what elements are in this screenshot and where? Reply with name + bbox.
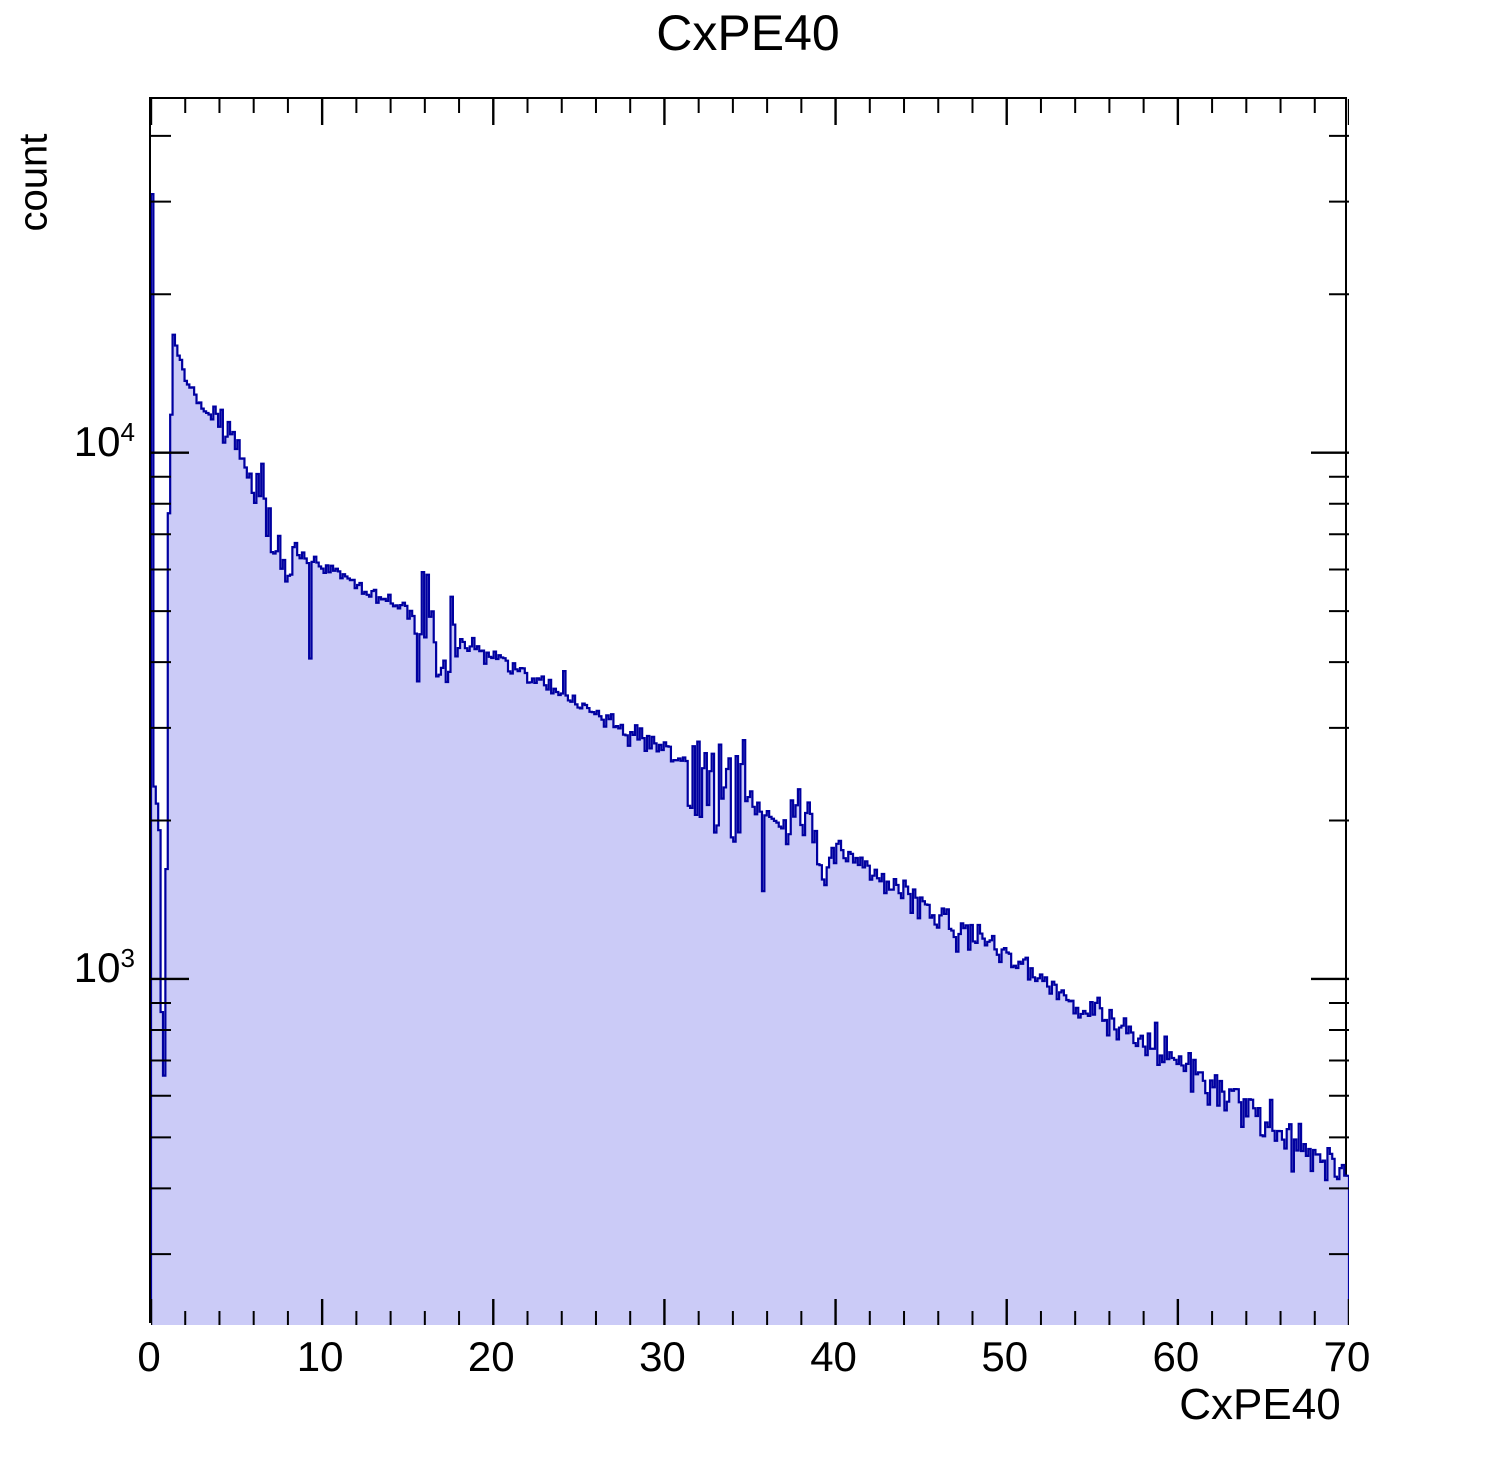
y-tick-label: 104: [73, 416, 135, 465]
histogram-outline: [151, 193, 1349, 1325]
x-tick-label: 50: [981, 1333, 1029, 1380]
x-tick-label: 30: [639, 1333, 686, 1380]
x-tick-label: 70: [1323, 1333, 1371, 1380]
histogram-fill-area: [151, 194, 1349, 1325]
x-tick-label: 40: [810, 1333, 857, 1380]
y-axis-title: count: [11, 133, 56, 232]
histogram-plot: [151, 99, 1349, 1325]
x-tick-label: 0: [137, 1333, 161, 1380]
x-tick-label: 10: [296, 1333, 344, 1380]
axis-ticks: [151, 99, 1349, 1325]
x-tick-label: 60: [1152, 1333, 1200, 1380]
plot-frame: [149, 97, 1349, 1325]
y-tick-label: 103: [73, 942, 135, 991]
x-axis-title: CxPE40: [1179, 1380, 1341, 1429]
page-title: CxPE40: [656, 5, 840, 61]
x-tick-label: 20: [467, 1333, 515, 1380]
